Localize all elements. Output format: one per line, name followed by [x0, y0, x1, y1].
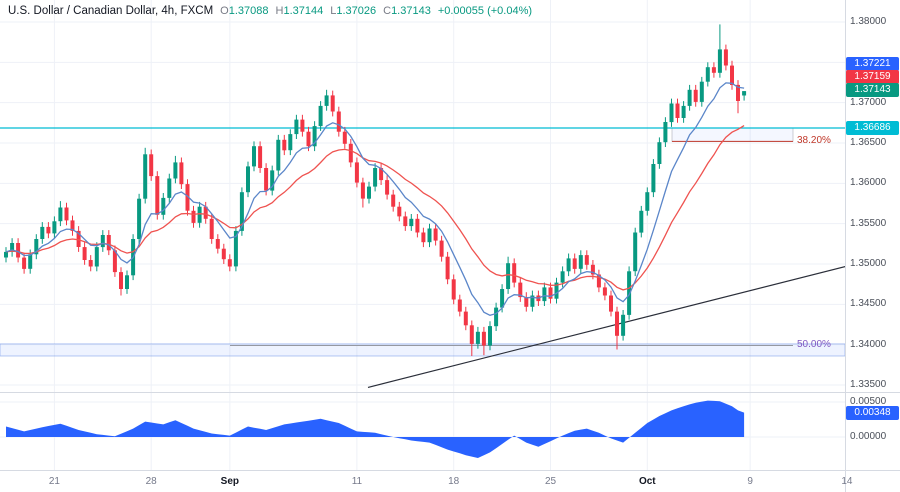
- high-value: 1.37144: [283, 5, 324, 17]
- time-axis-label: 25: [544, 476, 557, 487]
- ma-slow-line[interactable]: [5, 125, 745, 291]
- price-axis[interactable]: 1.38000 1.37000 1.36500 1.36000 1.35500 1.350…: [845, 0, 900, 492]
- high-label: H: [275, 5, 284, 17]
- badge-ma-fast-price: 1.37221: [846, 57, 899, 71]
- time-axis-label: 14: [841, 476, 853, 487]
- symbol-title[interactable]: U.S. Dollar / Canadian Dollar, 4h, FXCM: [8, 5, 214, 17]
- price-axis-label: 1.33500: [850, 379, 887, 390]
- time-axis-label: Sep: [220, 476, 240, 487]
- low-value: 1.37026: [336, 5, 377, 17]
- open-value: 1.37088: [228, 5, 269, 17]
- price-axis-label: 1.38000: [850, 16, 887, 27]
- time-axis-label: 18: [448, 476, 460, 487]
- change-value: +0.00055 (+0.04%): [437, 5, 533, 17]
- symbol-legend: U.S. Dollar / Canadian Dollar, 4h, FXCM O…: [8, 5, 532, 17]
- price-band-drawing[interactable]: [0, 343, 845, 357]
- trendline-drawing[interactable]: [367, 265, 852, 388]
- time-axis-label: 21: [48, 476, 60, 487]
- low-label: L: [330, 5, 337, 17]
- time-axis-label: 9: [747, 476, 753, 487]
- price-axis-label: 1.37000: [850, 96, 887, 108]
- price-axis-label: 1.36500: [850, 137, 887, 148]
- candles-series: [4, 24, 747, 356]
- open-label: O: [220, 5, 229, 17]
- indicator-axis-label: 0.00000: [850, 431, 887, 442]
- fib-level-382-label: 38.20%: [797, 135, 831, 147]
- time-axis-label: 28: [145, 476, 157, 487]
- price-axis-label: 1.34500: [850, 298, 887, 310]
- time-axis[interactable]: 21 28 Sep 11 18 25 Oct 9 14: [0, 470, 900, 492]
- ma-fast-line[interactable]: [5, 82, 745, 316]
- badge-ma-slow-price: 1.37159: [846, 70, 899, 84]
- price-axis-label: 1.35000: [850, 258, 887, 269]
- price-axis-label: 1.36000: [850, 177, 887, 189]
- close-value: 1.37143: [391, 5, 431, 17]
- badge-hline-price: 1.36686: [846, 121, 899, 135]
- badge-indicator-value: 0.00348: [846, 406, 899, 420]
- oscillator-area: [6, 400, 745, 458]
- grid: [0, 0, 845, 470]
- indicator-axis-label: 0.00500: [850, 396, 887, 407]
- badge-last-price: 1.37143: [846, 83, 899, 97]
- price-axis-label: 1.34000: [850, 338, 887, 350]
- time-axis-label: Oct: [638, 476, 656, 487]
- close-label: C: [383, 5, 392, 17]
- price-axis-label: 1.35500: [850, 217, 887, 229]
- time-axis-label: 11: [351, 476, 363, 487]
- fib-level-50-label: 50.00%: [797, 339, 831, 351]
